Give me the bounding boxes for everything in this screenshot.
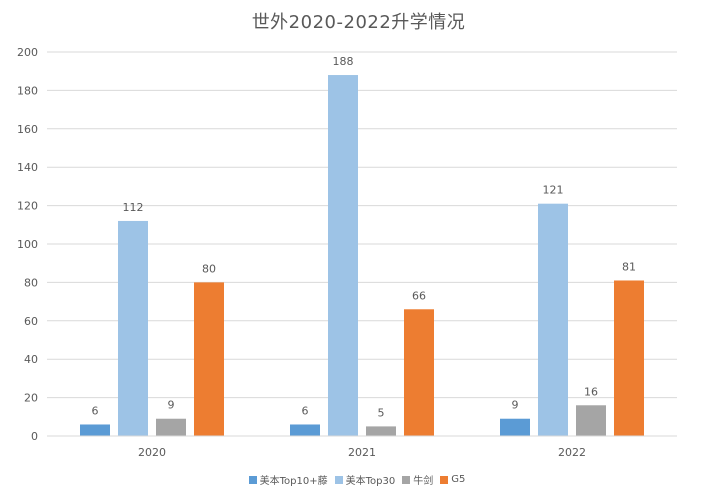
legend-label: G5: [451, 474, 466, 485]
legend-swatch: [334, 475, 343, 484]
data-labels: 6 112 9 80 6 188 5 66 9 121 16 81: [92, 55, 637, 419]
y-tick-label: 0: [31, 430, 38, 443]
y-tick-label: 160: [17, 123, 38, 136]
legend-item: 美本Top10+藤: [248, 472, 328, 487]
x-tick-label: 2021: [348, 446, 376, 459]
data-label: 5: [378, 406, 385, 419]
legend-item: G5: [440, 474, 465, 485]
data-label: 112: [123, 201, 144, 214]
data-label: 66: [412, 289, 426, 302]
y-axis-ticks: 0 20 40 60 80 100 120 140 160 180 200: [17, 46, 38, 443]
data-label: 9: [512, 399, 519, 412]
y-tick-label: 200: [17, 46, 38, 59]
legend-swatch: [248, 475, 257, 484]
bar-2022-series-4: [614, 280, 644, 436]
x-axis-ticks: 2020 2021 2022: [138, 446, 586, 459]
legend-swatch: [440, 475, 449, 484]
y-tick-label: 40: [24, 353, 38, 366]
y-tick-label: 60: [24, 315, 38, 328]
y-tick-label: 20: [24, 392, 38, 405]
data-label: 6: [302, 404, 309, 417]
bar-2020-series-3: [156, 418, 186, 436]
bar-2022-series-2: [538, 203, 568, 436]
x-tick-label: 2022: [558, 446, 586, 459]
bar-2022-series-1: [500, 418, 530, 436]
bar-2020-series-2: [118, 220, 148, 436]
bar-2021-series-3: [366, 426, 396, 436]
data-label: 121: [543, 184, 564, 197]
bar-2020-series-4: [194, 282, 224, 436]
chart-title: 世外2020-2022升学情况: [251, 12, 466, 33]
y-tick-label: 100: [17, 238, 38, 251]
bar-2021-series-2: [328, 75, 358, 436]
legend-label: 美本Top10+藤: [259, 476, 328, 487]
data-label: 6: [92, 404, 99, 417]
legend-item: 牛剑: [402, 472, 433, 487]
legend-label: 牛剑: [413, 476, 434, 487]
bar-2020-series-1: [80, 424, 110, 436]
y-tick-label: 80: [24, 276, 38, 289]
data-label: 9: [168, 399, 175, 412]
y-tick-label: 180: [17, 84, 38, 97]
legend-item: 美本Top30: [334, 472, 396, 487]
y-tick-label: 120: [17, 200, 38, 213]
data-label: 80: [202, 262, 216, 275]
bar-2021-series-4: [404, 309, 434, 436]
gridlines: [47, 51, 677, 399]
data-label: 188: [333, 55, 354, 68]
legend-label: 美本Top30: [345, 476, 396, 487]
y-tick-label: 140: [17, 161, 38, 174]
data-label: 81: [622, 260, 636, 273]
data-label: 16: [584, 385, 598, 398]
chart-legend: 美本Top10+藤 美本Top30 牛剑 G5: [0, 472, 717, 487]
x-tick-label: 2020: [138, 446, 166, 459]
bar-2022-series-3: [576, 405, 606, 436]
bars: [80, 75, 644, 436]
legend-swatch: [402, 475, 411, 484]
bar-2021-series-1: [290, 424, 320, 436]
